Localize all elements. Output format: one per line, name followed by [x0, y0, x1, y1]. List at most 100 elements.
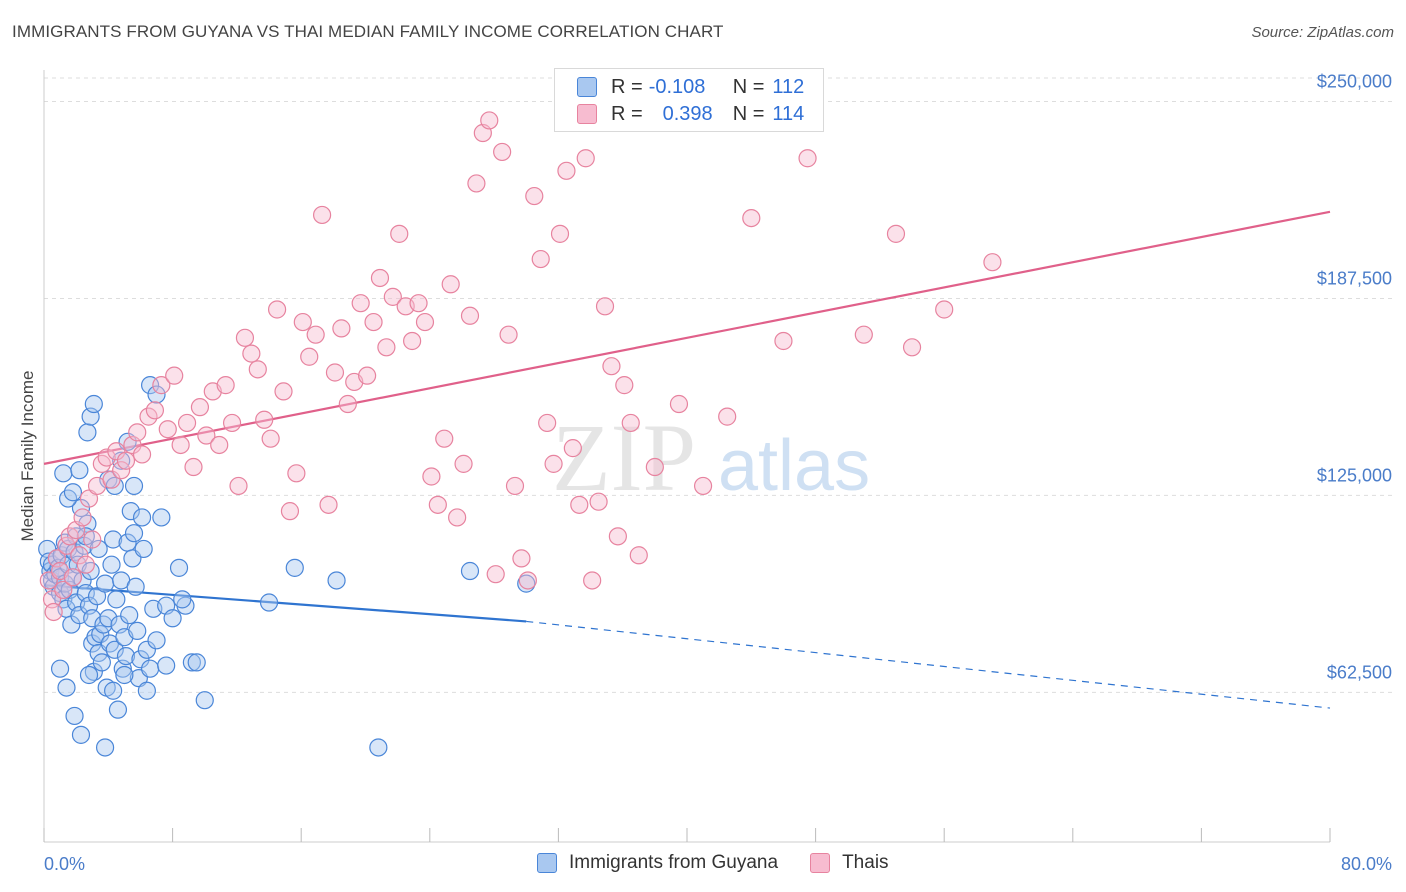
point-guyana	[259, 593, 279, 612]
trend-line-guyana-dashed	[526, 620, 1331, 709]
y-tick-label: $62,500	[1327, 662, 1392, 682]
point-thai	[669, 394, 689, 414]
legend-swatch-thai	[810, 853, 831, 873]
point-guyana	[121, 502, 140, 521]
point-thai	[441, 275, 460, 294]
point-guyana	[116, 646, 136, 666]
point-thai	[306, 325, 325, 344]
point-thai	[902, 338, 922, 357]
point-thai	[518, 571, 537, 590]
point-guyana	[163, 609, 182, 628]
legend-n-label: N =	[732, 102, 765, 125]
point-thai	[645, 457, 664, 477]
point-thai	[448, 508, 467, 527]
legend-item-guyana[interactable]: Immigrants from Guyana	[537, 852, 778, 874]
point-guyana	[120, 606, 139, 625]
point-thai	[44, 602, 63, 622]
point-thai	[409, 294, 428, 313]
chart-title: IMMIGRANTS FROM GUYANA VS THAI MEDIAN FA…	[12, 22, 724, 41]
point-thai	[983, 253, 1002, 272]
point-thai	[177, 413, 197, 433]
correlation-legend: R = -0.108 N = 112 R = 0.398 N = 114	[554, 68, 824, 132]
point-thai	[742, 208, 761, 228]
legend-row-thai: R = 0.398 N = 114	[577, 101, 804, 127]
point-thai	[621, 413, 640, 433]
legend-swatch-thai	[577, 104, 597, 124]
legend-label-thai: Thais	[842, 852, 889, 873]
point-thai	[480, 111, 499, 130]
watermark: ZIP atlas	[552, 404, 870, 511]
point-thai	[54, 580, 73, 600]
point-thai	[73, 508, 92, 527]
point-guyana	[460, 561, 480, 581]
point-thai	[190, 398, 210, 417]
point-thai	[128, 423, 147, 442]
point-guyana	[104, 530, 123, 549]
point-guyana	[95, 574, 115, 593]
point-thai	[293, 312, 312, 332]
point-guyana	[92, 653, 111, 672]
point-thai	[63, 568, 83, 587]
point-thai	[557, 161, 576, 180]
point-thai	[267, 300, 287, 319]
legend-label-guyana: Immigrants from Guyana	[569, 852, 779, 873]
point-guyana	[369, 738, 388, 757]
point-thai	[242, 344, 261, 363]
point-thai	[798, 149, 817, 168]
point-thai	[280, 502, 300, 521]
point-thai	[693, 476, 713, 496]
point-guyana	[89, 539, 108, 559]
point-thai	[615, 376, 634, 395]
legend-item-thai[interactable]: Thais	[810, 852, 889, 874]
legend-n-label: N =	[732, 75, 765, 98]
point-guyana	[147, 631, 166, 650]
x-tick-label-min: 0.0%	[44, 854, 85, 874]
point-guyana	[173, 590, 192, 609]
point-thai	[76, 555, 95, 574]
point-thai	[248, 360, 267, 379]
point-thai	[312, 205, 332, 225]
point-thai	[255, 410, 274, 429]
point-guyana	[78, 423, 97, 442]
point-guyana	[112, 451, 131, 470]
point-guyana	[104, 681, 123, 700]
point-thai	[287, 464, 306, 483]
point-thai	[222, 413, 242, 433]
legend-swatch-guyana	[577, 77, 597, 97]
point-thai	[570, 495, 589, 514]
point-guyana	[108, 700, 128, 719]
point-thai	[152, 376, 171, 395]
point-thai	[576, 149, 595, 168]
point-guyana	[107, 590, 126, 609]
legend-r-label: R =	[611, 75, 643, 98]
legend-r-value: 0.398	[662, 102, 713, 125]
legend-row-guyana: R = -0.108 N = 112	[577, 74, 804, 100]
point-guyana	[95, 738, 115, 757]
axes	[43, 70, 1331, 843]
y-axis-label: Median Family Income	[18, 370, 37, 541]
point-thai	[505, 476, 525, 496]
legend-swatch-guyana	[537, 853, 557, 873]
point-guyana	[132, 508, 152, 527]
point-thai	[538, 413, 557, 433]
point-guyana	[128, 621, 147, 640]
point-thai	[132, 445, 152, 464]
point-thai	[319, 495, 338, 514]
legend-r-value: -0.108	[648, 75, 706, 98]
point-thai	[550, 224, 570, 243]
point-thai	[583, 571, 602, 590]
y-tick-labels: $62,500 $125,000 $187,500 $250,000	[1317, 72, 1392, 683]
point-thai	[403, 331, 422, 351]
point-guyana	[517, 574, 536, 593]
point-guyana	[134, 539, 153, 559]
point-guyana	[327, 571, 346, 590]
point-thai	[602, 357, 621, 376]
point-thai	[83, 530, 102, 549]
point-thai	[358, 366, 377, 385]
point-thai	[261, 429, 280, 448]
y-tick-label: $125,000	[1317, 465, 1392, 485]
point-guyana	[57, 678, 76, 697]
point-thai	[428, 495, 447, 514]
point-thai	[531, 249, 550, 269]
point-guyana	[83, 609, 102, 628]
